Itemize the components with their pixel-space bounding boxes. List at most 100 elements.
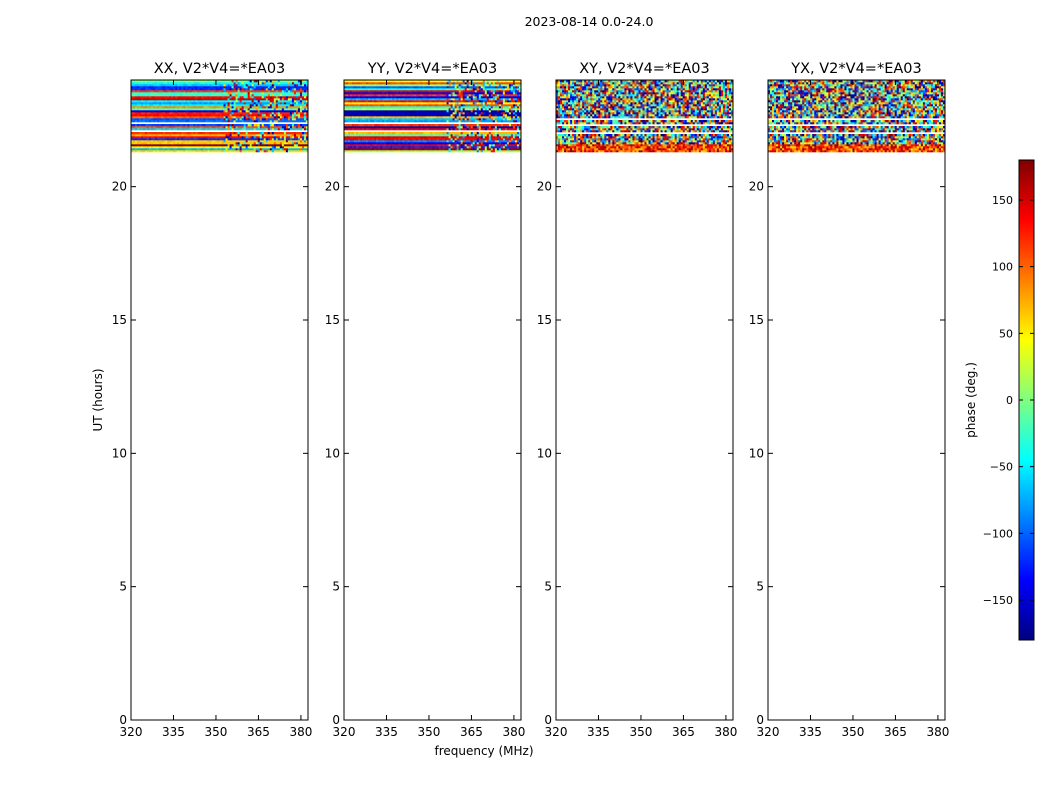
heatmap-cell: [374, 146, 377, 149]
heatmap-cell: [476, 134, 480, 137]
heatmap-cell: [293, 146, 297, 149]
heatmap-cell: [185, 118, 188, 121]
heatmap-cell: [217, 102, 220, 105]
heatmap-cell: [360, 124, 363, 127]
heatmap-cell: [259, 146, 263, 149]
heatmap-cell: [231, 82, 234, 85]
heatmap-cell: [151, 120, 154, 123]
heatmap-cell: [155, 140, 158, 143]
heatmap-cell: [145, 142, 148, 145]
heatmap-cell: [141, 146, 144, 149]
heatmap-cell: [193, 138, 196, 141]
heatmap-cell: [143, 86, 146, 89]
heatmap-cell: [301, 128, 305, 131]
heatmap-cell: [243, 106, 246, 109]
heatmap-cell: [183, 96, 186, 99]
heatmap-cell: [137, 134, 140, 137]
heatmap-cell: [470, 142, 474, 145]
heatmap-cell: [372, 150, 375, 153]
heatmap-cell: [434, 134, 437, 137]
heatmap-cell: [500, 140, 504, 143]
heatmap-cell: [209, 114, 212, 117]
heatmap-cell: [281, 102, 285, 105]
heatmap-cell: [141, 102, 144, 105]
heatmap-cell: [139, 120, 142, 123]
heatmap-cell: [155, 136, 158, 139]
heatmap-cell: [283, 94, 287, 97]
heatmap-cell: [233, 144, 236, 147]
heatmap-cell: [283, 92, 287, 95]
heatmap-cell: [448, 134, 451, 137]
heatmap-cell: [265, 116, 269, 119]
heatmap-cell: [259, 84, 263, 87]
heatmap-cell: [438, 140, 441, 143]
heatmap-cell: [239, 120, 242, 123]
heatmap-cell: [267, 84, 271, 87]
heatmap-cell: [366, 118, 369, 121]
heatmap-cell: [135, 126, 138, 129]
heatmap-cell: [223, 92, 226, 95]
heatmap-cell: [167, 136, 170, 139]
heatmap-cell: [165, 118, 168, 121]
heatmap-cell: [221, 144, 224, 147]
heatmap-cell: [257, 98, 261, 101]
heatmap-cell: [508, 110, 512, 113]
heatmap-cell: [484, 124, 488, 127]
heatmap-cell: [438, 114, 441, 117]
heatmap-cell: [295, 98, 299, 101]
heatmap-cell: [205, 146, 208, 149]
heatmap-cell: [241, 82, 244, 85]
heatmap-cell: [263, 136, 267, 139]
heatmap-cell: [414, 138, 417, 141]
heatmap-cell: [163, 82, 166, 85]
heatmap-cell: [273, 110, 277, 113]
heatmap-cell: [462, 138, 465, 141]
heatmap-cell: [352, 118, 355, 121]
heatmap-cell: [191, 108, 194, 111]
heatmap-cell: [408, 136, 411, 139]
heatmap-cell: [219, 100, 222, 103]
heatmap-cell: [430, 104, 433, 107]
heatmap-cell: [458, 146, 461, 149]
heatmap-cell: [350, 124, 353, 127]
heatmap-cell: [502, 108, 506, 111]
heatmap-cell: [444, 136, 447, 139]
heatmap-cell: [153, 116, 156, 119]
heatmap-cell: [396, 132, 399, 135]
heatmap-cell: [243, 80, 246, 83]
heatmap-cell: [233, 126, 236, 129]
heatmap-cell: [494, 116, 498, 119]
heatmap-cell: [267, 138, 271, 141]
heatmap-cell: [173, 140, 176, 143]
heatmap-cell: [207, 146, 210, 149]
heatmap-cell: [430, 112, 433, 115]
heatmap-cell: [476, 140, 480, 143]
heatmap-cell: [231, 146, 234, 149]
heatmap-cell: [173, 90, 176, 93]
heatmap-cell: [191, 146, 194, 149]
heatmap-cell: [350, 118, 353, 121]
heatmap-cell: [448, 112, 451, 115]
heatmap-cell: [153, 112, 156, 115]
heatmap-cell: [229, 96, 232, 99]
heatmap-cell: [394, 120, 397, 123]
heatmap-cell: [394, 104, 397, 107]
heatmap-cell: [277, 80, 281, 83]
heatmap-cell: [179, 88, 182, 91]
heatmap-cell: [207, 96, 210, 99]
heatmap-cell: [380, 148, 383, 151]
heatmap-cell: [175, 102, 178, 105]
heatmap-cell: [239, 134, 242, 137]
heatmap-cell: [482, 142, 486, 145]
heatmap-cell: [141, 82, 144, 85]
heatmap-cell: [516, 148, 520, 151]
heatmap-cell: [488, 124, 492, 127]
heatmap-cell: [153, 120, 156, 123]
heatmap-cell: [408, 118, 411, 121]
heatmap-cell: [265, 128, 269, 131]
heatmap-cell: [263, 90, 267, 93]
heatmap-cell: [193, 100, 196, 103]
heatmap-cell: [502, 142, 506, 145]
heatmap-cell: [217, 108, 220, 111]
heatmap-cell: [478, 144, 482, 147]
